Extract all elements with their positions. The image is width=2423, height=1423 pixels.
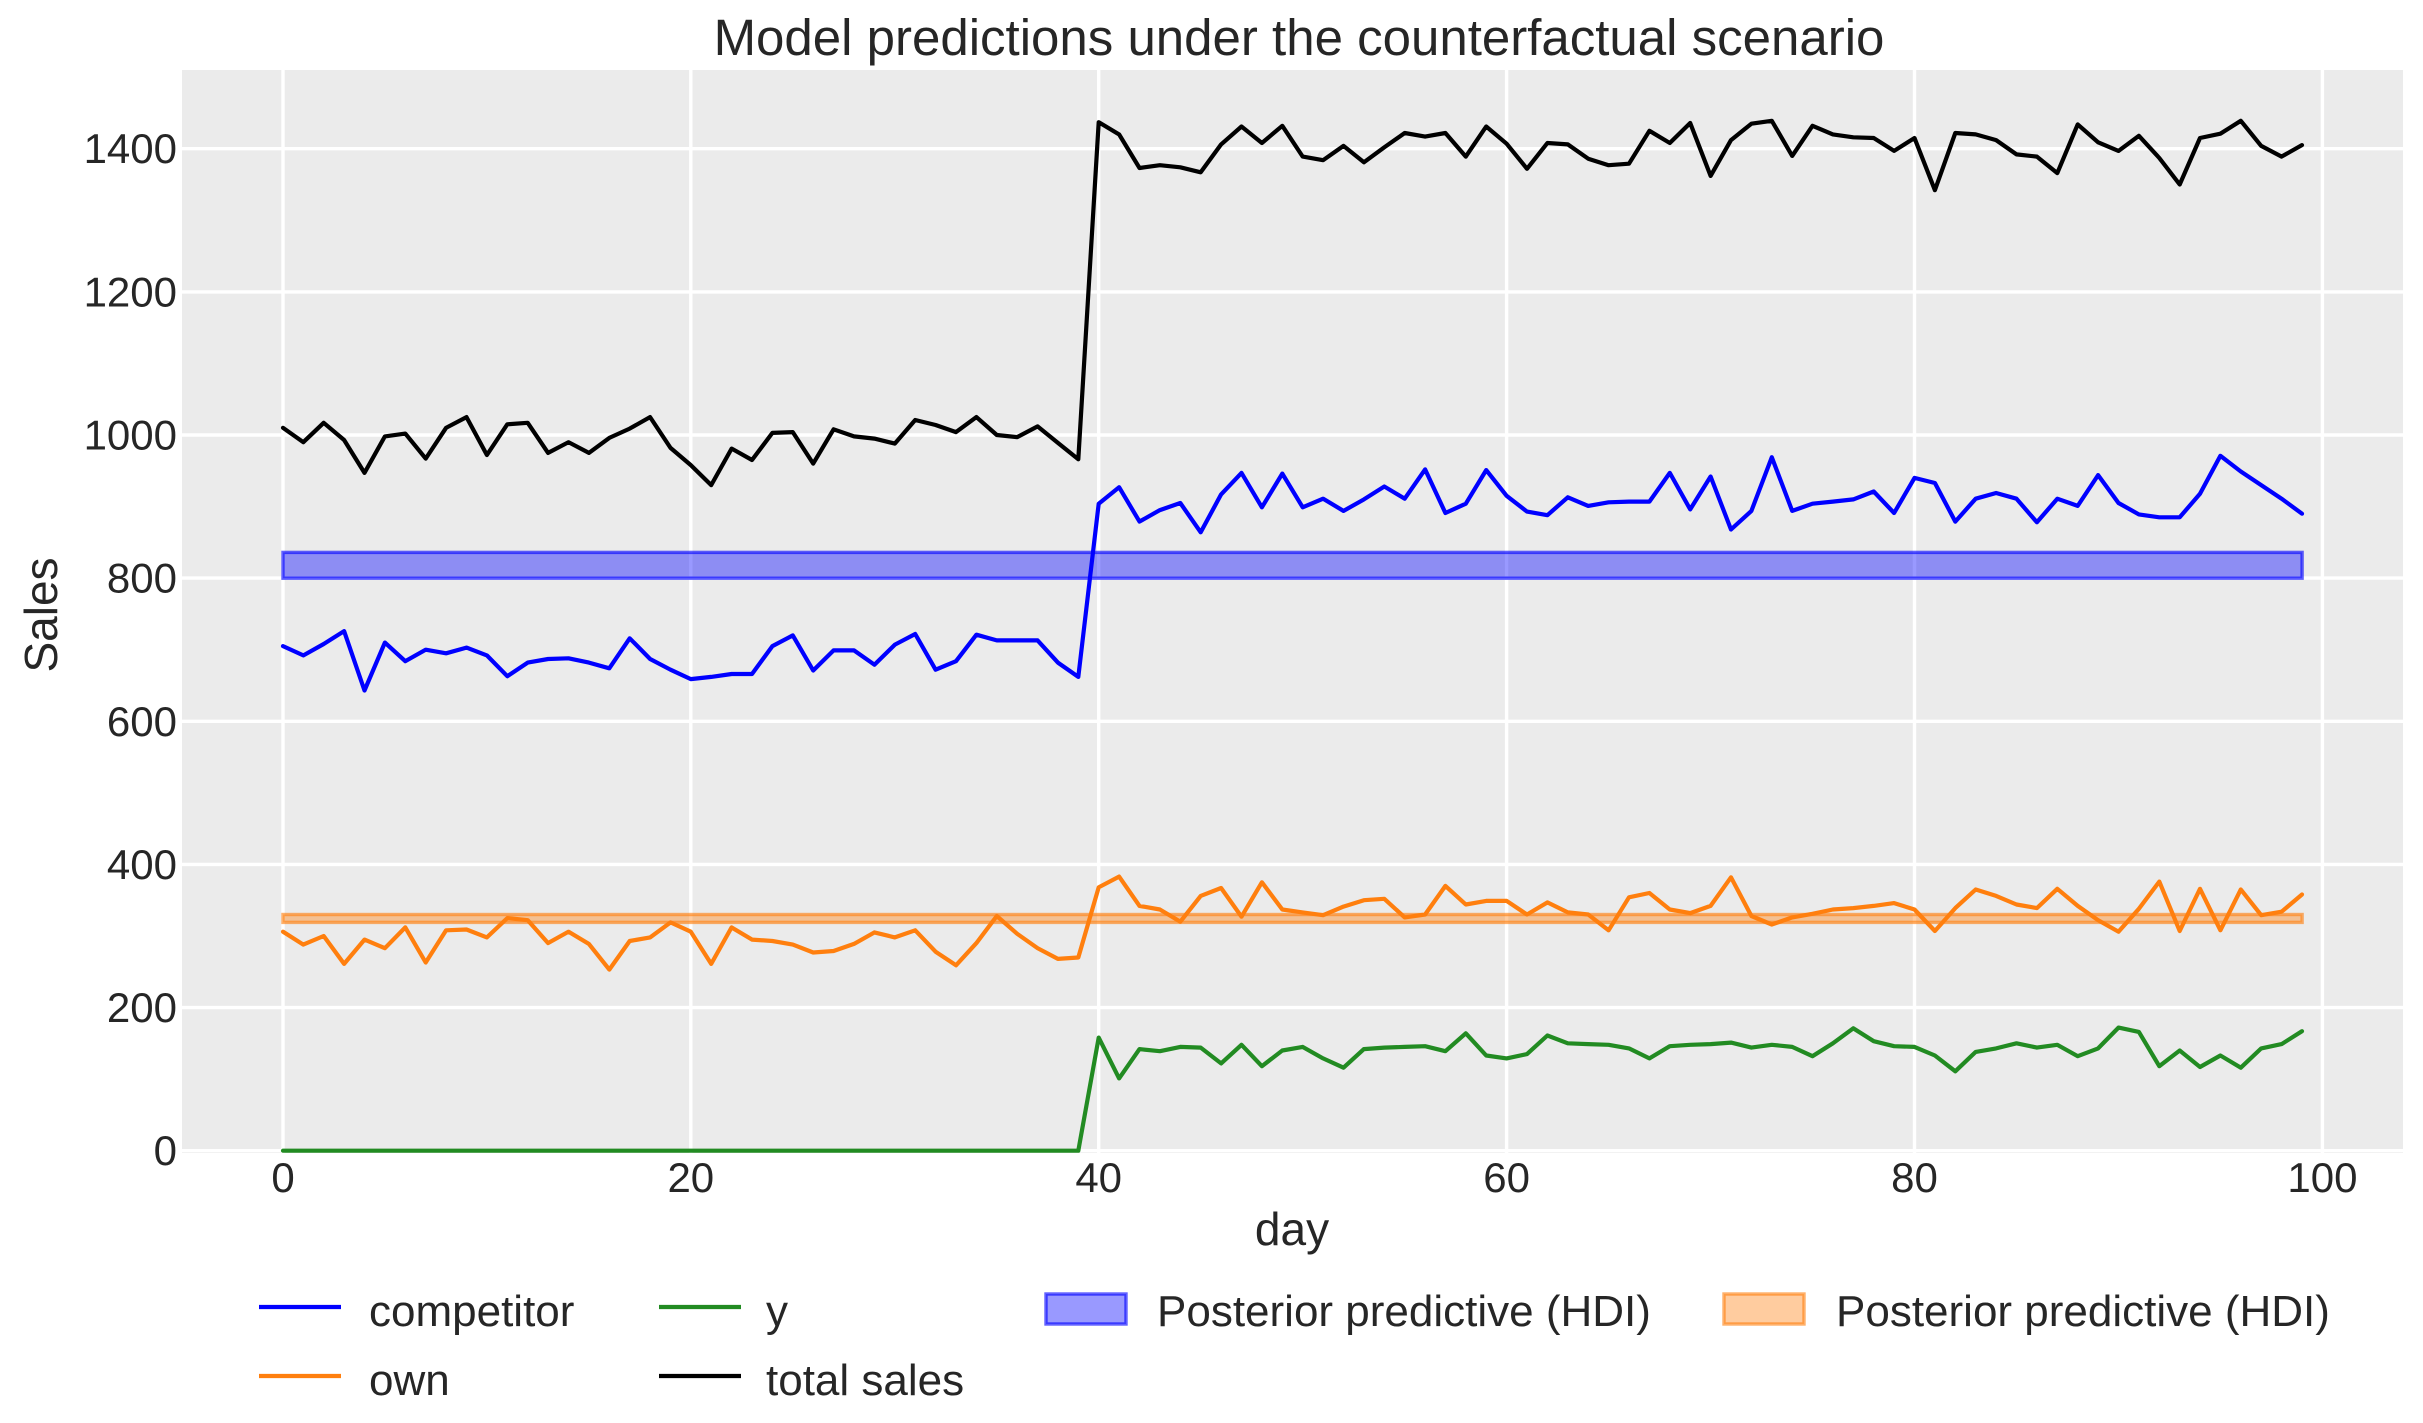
svg-text:0: 0 xyxy=(271,1154,294,1201)
svg-text:total sales: total sales xyxy=(766,1356,964,1405)
svg-text:Model predictions under the co: Model predictions under the counterfactu… xyxy=(714,9,1885,66)
svg-text:40: 40 xyxy=(1075,1154,1122,1201)
svg-text:day: day xyxy=(1255,1203,1329,1255)
svg-text:200: 200 xyxy=(107,984,177,1031)
svg-text:60: 60 xyxy=(1483,1154,1530,1201)
svg-text:1000: 1000 xyxy=(84,412,177,459)
svg-text:competitor: competitor xyxy=(369,1287,574,1336)
svg-text:0: 0 xyxy=(154,1127,177,1174)
svg-text:Posterior predictive (HDI): Posterior predictive (HDI) xyxy=(1836,1287,2330,1336)
svg-text:400: 400 xyxy=(107,841,177,888)
svg-text:600: 600 xyxy=(107,698,177,745)
svg-text:y: y xyxy=(766,1287,788,1336)
svg-text:20: 20 xyxy=(667,1154,714,1201)
svg-text:own: own xyxy=(369,1356,450,1405)
svg-text:1200: 1200 xyxy=(84,268,177,315)
svg-text:Sales: Sales xyxy=(15,557,67,672)
svg-text:1400: 1400 xyxy=(84,125,177,172)
svg-text:80: 80 xyxy=(1891,1154,1938,1201)
svg-text:Posterior predictive (HDI): Posterior predictive (HDI) xyxy=(1157,1287,1651,1336)
svg-text:800: 800 xyxy=(107,555,177,602)
svg-text:100: 100 xyxy=(2287,1154,2357,1201)
